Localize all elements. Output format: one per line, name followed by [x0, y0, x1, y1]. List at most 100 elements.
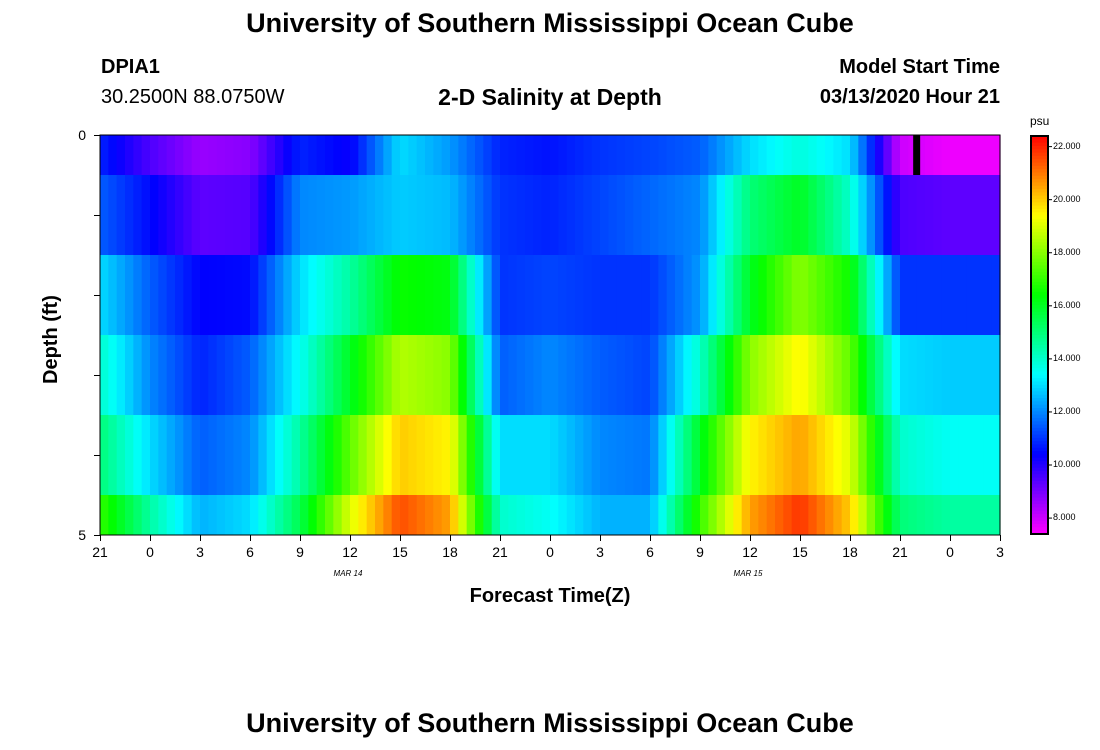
- heat-cell-5-2-3: [225, 495, 234, 535]
- heat-cell-0-4-1: [308, 135, 318, 175]
- heat-cell-2-4-0: [300, 255, 309, 335]
- heat-cell-1-3-4: [283, 175, 293, 255]
- heat-cell-3-2-2: [216, 335, 226, 415]
- heat-cell-4-15-3: [875, 415, 884, 495]
- heat-cell-1-4-4: [333, 175, 343, 255]
- heat-cell-2-1-1: [158, 255, 168, 335]
- heat-cell-4-12-3: [725, 415, 734, 495]
- heat-cell-4-11-2: [666, 415, 676, 495]
- heat-cell-5-11-5: [691, 495, 701, 535]
- heat-cell-0-17-4: [983, 135, 993, 175]
- heat-cell-3-5-2: [366, 335, 376, 415]
- heat-cell-3-1-1: [158, 335, 168, 415]
- heat-cell-2-5-0: [350, 255, 359, 335]
- heat-cell-3-9-3: [575, 335, 584, 415]
- heat-cell-4-3-3: [275, 415, 284, 495]
- heat-cell-3-13-5: [791, 335, 801, 415]
- heat-cell-0-10-0: [600, 135, 609, 175]
- colorbar-segment-33: [1031, 245, 1048, 250]
- heat-cell-0-16-3: [925, 135, 934, 175]
- heat-cell-2-3-5: [291, 255, 301, 335]
- colorbar-segment-72: [1031, 374, 1048, 379]
- heat-cell-4-14-2: [816, 415, 826, 495]
- colorbar-segment-117: [1031, 524, 1048, 528]
- heat-cell-5-0-4: [133, 495, 143, 535]
- heat-cell-3-10-4: [633, 335, 643, 415]
- colorbar-segment-105: [1031, 484, 1048, 489]
- heat-cell-4-12-4: [733, 415, 743, 495]
- colorbar-segment-66: [1031, 354, 1048, 359]
- heat-cell-1-11-1: [658, 175, 668, 255]
- heat-cell-2-11-5: [691, 255, 701, 335]
- heat-cell-5-3-5: [291, 495, 301, 535]
- heat-cell-3-4-5: [341, 335, 351, 415]
- heat-cell-4-10-5: [641, 415, 651, 495]
- heat-cell-1-17-0: [950, 175, 959, 255]
- heat-cell-1-15-4: [883, 175, 893, 255]
- heat-cell-3-2-3: [225, 335, 234, 415]
- heat-cell-1-12-5: [741, 175, 751, 255]
- heat-cell-5-9-4: [583, 495, 593, 535]
- heat-cell-1-12-0: [700, 175, 709, 255]
- heat-cell-1-11-3: [675, 175, 684, 255]
- heat-cell-5-2-5: [241, 495, 251, 535]
- heat-cell-3-14-5: [841, 335, 851, 415]
- y-tick-mark-2: [94, 294, 100, 296]
- heat-cell-2-11-0: [650, 255, 659, 335]
- colorbar-segment-55: [1031, 318, 1048, 323]
- heat-cell-4-5-0: [350, 415, 359, 495]
- heat-cell-3-16-0: [900, 335, 909, 415]
- colorbar-segment-62: [1031, 341, 1048, 346]
- colorbar-segment-25: [1031, 218, 1048, 223]
- heat-cell-0-11-5: [691, 135, 701, 175]
- heat-cell-0-15-4: [883, 135, 893, 175]
- heat-cell-2-0-3: [125, 255, 134, 335]
- x-tick-mark-16: [899, 535, 901, 541]
- heat-cell-5-0-2: [116, 495, 126, 535]
- heat-cell-5-6-2: [416, 495, 426, 535]
- heat-cell-0-8-5: [541, 135, 551, 175]
- heat-cell-3-17-0: [950, 335, 959, 415]
- heat-cell-2-0-4: [133, 255, 143, 335]
- x-tick-mark-0: [99, 535, 101, 541]
- salinity-colorbar: [1030, 135, 1052, 535]
- colorbar-segment-89: [1031, 431, 1048, 436]
- colorbar-segment-112: [1031, 507, 1048, 512]
- heat-cell-4-15-0: [850, 415, 859, 495]
- heat-cell-3-17-3: [975, 335, 984, 415]
- heat-cell-1-4-5: [341, 175, 351, 255]
- colorbar-segment-19: [1031, 199, 1048, 203]
- colorbar-tick-label-5: 12.000: [1053, 405, 1081, 416]
- heat-cell-0-12-4: [733, 135, 743, 175]
- heat-cell-4-9-1: [558, 415, 568, 495]
- heat-cell-3-15-3: [875, 335, 884, 415]
- heat-cell-5-11-2: [666, 495, 676, 535]
- heat-cell-0-4-3: [325, 135, 334, 175]
- heat-cell-1-11-2: [666, 175, 676, 255]
- heat-cell-3-17-1: [958, 335, 968, 415]
- heat-cell-5-16-2: [916, 495, 926, 535]
- heat-cell-2-8-4: [533, 255, 543, 335]
- heat-cell-2-0-0: [100, 255, 109, 335]
- forecast-marker: [913, 135, 921, 175]
- colorbar-segment-45: [1031, 285, 1048, 290]
- heat-cell-0-7-3: [475, 135, 484, 175]
- heat-cell-4-2-1: [208, 415, 218, 495]
- heat-cell-4-4-2: [316, 415, 326, 495]
- heat-cell-4-14-1: [808, 415, 818, 495]
- x-tick-label-13: 12: [742, 544, 758, 560]
- heat-cell-4-12-2: [716, 415, 726, 495]
- heat-cell-4-4-4: [333, 415, 343, 495]
- colorbar-segment-21: [1031, 205, 1048, 210]
- heat-cell-4-5-1: [358, 415, 368, 495]
- heat-cell-5-5-2: [366, 495, 376, 535]
- colorbar-segment-90: [1031, 434, 1048, 439]
- heat-cell-1-0-4: [133, 175, 143, 255]
- colorbar-segment-36: [1031, 255, 1048, 260]
- colorbar-tick-label-0: 22.000: [1053, 140, 1081, 151]
- heat-cell-3-0-1: [108, 335, 118, 415]
- colorbar-segment-13: [1031, 179, 1048, 184]
- colorbar-segment-81: [1031, 404, 1048, 409]
- heat-cell-5-7-3: [475, 495, 484, 535]
- heat-cell-5-9-2: [566, 495, 576, 535]
